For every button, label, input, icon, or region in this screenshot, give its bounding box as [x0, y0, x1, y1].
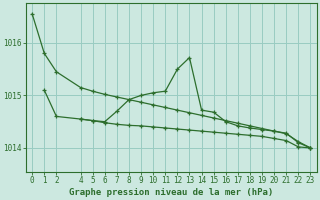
X-axis label: Graphe pression niveau de la mer (hPa): Graphe pression niveau de la mer (hPa) — [69, 188, 274, 197]
